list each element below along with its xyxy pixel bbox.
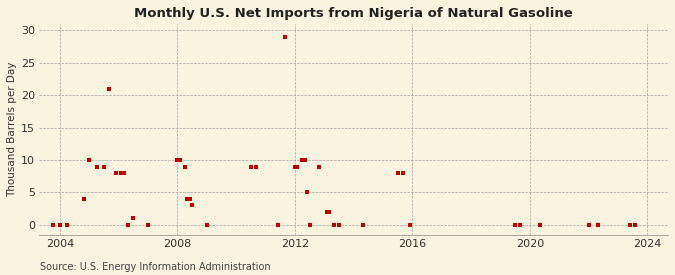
Point: [302, 190, 313, 195]
Text: Source: U.S. Energy Information Administration: Source: U.S. Energy Information Administ…: [40, 262, 271, 272]
Point: [180, 164, 190, 169]
Point: [392, 171, 403, 175]
Point: [398, 171, 408, 175]
Point: [625, 223, 636, 227]
Title: Monthly U.S. Net Imports from Nigeria of Natural Gasoline: Monthly U.S. Net Imports from Nigeria of…: [134, 7, 573, 20]
Point: [142, 223, 153, 227]
Point: [630, 223, 641, 227]
Point: [184, 197, 195, 201]
Point: [84, 158, 95, 162]
Point: [535, 223, 545, 227]
Point: [333, 223, 344, 227]
Point: [324, 210, 335, 214]
Point: [187, 203, 198, 208]
Point: [329, 223, 340, 227]
Point: [201, 223, 212, 227]
Point: [297, 158, 308, 162]
Point: [250, 164, 261, 169]
Point: [118, 171, 129, 175]
Point: [115, 171, 126, 175]
Point: [593, 223, 604, 227]
Point: [99, 164, 109, 169]
Point: [172, 158, 183, 162]
Point: [583, 223, 594, 227]
Point: [299, 158, 310, 162]
Point: [314, 164, 325, 169]
Point: [111, 171, 122, 175]
Point: [79, 197, 90, 201]
Point: [321, 210, 332, 214]
Point: [174, 158, 185, 162]
Y-axis label: Thousand Barrels per Day: Thousand Barrels per Day: [7, 62, 17, 197]
Point: [292, 164, 302, 169]
Point: [405, 223, 416, 227]
Point: [510, 223, 520, 227]
Point: [246, 164, 256, 169]
Point: [304, 223, 315, 227]
Point: [91, 164, 102, 169]
Point: [128, 216, 139, 221]
Point: [273, 223, 284, 227]
Point: [104, 87, 115, 91]
Point: [62, 223, 73, 227]
Point: [280, 35, 291, 39]
Point: [47, 223, 58, 227]
Point: [182, 197, 192, 201]
Point: [123, 223, 134, 227]
Point: [55, 223, 65, 227]
Point: [358, 223, 369, 227]
Point: [290, 164, 300, 169]
Point: [515, 223, 526, 227]
